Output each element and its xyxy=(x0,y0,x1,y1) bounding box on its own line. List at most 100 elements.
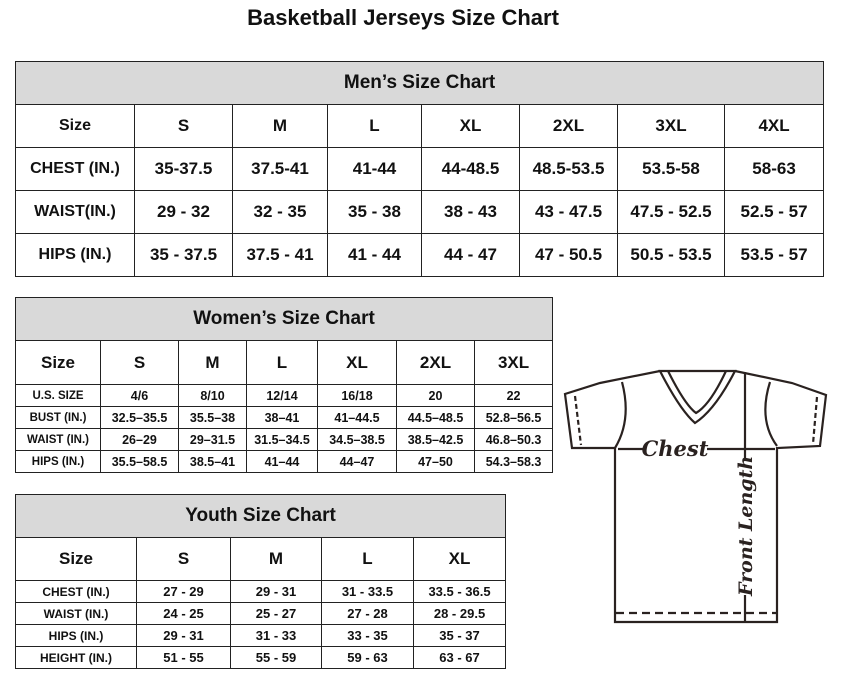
table-cell: 41–44 xyxy=(246,450,318,473)
table-cell: L xyxy=(246,340,318,385)
table-cell: 53.5 - 57 xyxy=(723,233,825,277)
table-cell: M xyxy=(178,340,247,385)
table-row: CHEST (IN.) 35-37.5 37.5-41 41-44 44-48.5 48.… xyxy=(15,147,825,191)
sleeve-hems xyxy=(573,395,819,446)
table-cell: 29 - 32 xyxy=(134,190,233,234)
table-cell: 44 - 47 xyxy=(421,233,520,277)
table-cell: 35 - 37 xyxy=(412,624,507,647)
table-cell: 20 xyxy=(396,384,475,407)
table-cell: 34.5–38.5 xyxy=(317,428,397,451)
table-cell: 38.5–42.5 xyxy=(396,428,475,451)
table-caption: Youth Size Chart xyxy=(14,494,507,538)
table-cell: 35.5–58.5 xyxy=(100,450,179,473)
row-label: HIPS (IN.) xyxy=(15,450,101,473)
row-label: CHEST (IN.) xyxy=(15,580,137,603)
table-cell: 29 - 31 xyxy=(136,624,231,647)
table-cell: 3XL xyxy=(473,340,554,385)
table-cell: 16/18 xyxy=(317,384,397,407)
table-cell: L xyxy=(327,104,422,148)
table-cell: M xyxy=(230,537,322,581)
table-cell: 35.5–38 xyxy=(178,406,247,429)
table-cell: 31 - 33.5 xyxy=(321,580,414,603)
sleeve-seams xyxy=(614,381,778,449)
table-caption: Men’s Size Chart xyxy=(14,61,825,105)
table-row: HIPS (IN.) 29 - 31 31 - 33 33 - 35 35 - 37 xyxy=(15,624,507,647)
table-cell: 35 - 38 xyxy=(327,190,422,234)
tshirt-diagram: Chest Front Length xyxy=(563,369,828,624)
table-cell: S xyxy=(100,340,179,385)
table-cell: 44–47 xyxy=(317,450,397,473)
table-cell: 37.5-41 xyxy=(232,147,328,191)
table-cell: 31.5–34.5 xyxy=(246,428,318,451)
table-caption: Women’s Size Chart xyxy=(14,297,554,341)
table-row: U.S. SIZE 4/6 8/10 12/14 16/18 20 22 xyxy=(15,384,554,407)
table-cell: XL xyxy=(412,537,507,581)
table-cell: 24 - 25 xyxy=(136,602,231,625)
table-cell: XL xyxy=(421,104,520,148)
table-cell: 41 - 44 xyxy=(327,233,422,277)
table-row: HEIGHT (IN.) 51 - 55 55 - 59 59 - 63 63 - 67 xyxy=(15,646,507,669)
table-cell: 52.5 - 57 xyxy=(723,190,825,234)
header-row: Size S M L XL xyxy=(15,537,507,581)
table-cell: 38 - 43 xyxy=(421,190,520,234)
row-label: Size xyxy=(15,340,101,385)
table-cell: 53.5-58 xyxy=(617,147,725,191)
table-cell: 27 - 28 xyxy=(321,602,414,625)
table-cell: 28 - 29.5 xyxy=(412,602,507,625)
collar xyxy=(658,369,737,425)
table-cell: 29 - 31 xyxy=(230,580,322,603)
row-label: Size xyxy=(15,104,135,148)
row-label: U.S. SIZE xyxy=(15,384,101,407)
table-cell: 2XL xyxy=(396,340,475,385)
table-row: WAIST(IN.) 29 - 32 32 - 35 35 - 38 38 - 43 43… xyxy=(15,190,825,234)
youth-size-table: Youth Size Chart Size S M L XL CHEST (IN.) 27 … xyxy=(14,494,507,669)
table-cell: 47.5 - 52.5 xyxy=(617,190,725,234)
table-cell: 48.5-53.5 xyxy=(519,147,618,191)
mens-size-table: Men’s Size Chart Size S M L XL 2XL 3XL 4XL CHEST… xyxy=(14,61,825,277)
table-cell: 59 - 63 xyxy=(321,646,414,669)
row-label: HIPS (IN.) xyxy=(15,233,135,277)
table-cell: 33 - 35 xyxy=(321,624,414,647)
table-cell: 47 - 50.5 xyxy=(519,233,618,277)
table-cell: 58-63 xyxy=(723,147,825,191)
table-cell: 31 - 33 xyxy=(230,624,322,647)
womens-size-table: Women’s Size Chart Size S M L XL 2XL 3XL U.S. S… xyxy=(14,297,554,473)
table-row: CHEST (IN.) 27 - 29 29 - 31 31 - 33.5 33.5 -… xyxy=(15,580,507,603)
shirt-outline xyxy=(563,369,828,624)
table-cell: 54.3–58.3 xyxy=(473,450,554,473)
row-label: WAIST (IN.) xyxy=(15,428,101,451)
table-cell: 38.5–41 xyxy=(178,450,247,473)
chest-label: Chest xyxy=(642,436,709,461)
table-cell: 50.5 - 53.5 xyxy=(617,233,725,277)
header-row: Size S M L XL 2XL 3XL 4XL xyxy=(15,104,825,148)
table-row: HIPS (IN.) 35.5–58.5 38.5–41 41–44 44–47 47–5… xyxy=(15,450,554,473)
table-cell: L xyxy=(321,537,414,581)
table-cell: 43 - 47.5 xyxy=(519,190,618,234)
row-label: CHEST (IN.) xyxy=(15,147,135,191)
table-cell: 25 - 27 xyxy=(230,602,322,625)
table-cell: 27 - 29 xyxy=(136,580,231,603)
row-label: HIPS (IN.) xyxy=(15,624,137,647)
table-cell: 55 - 59 xyxy=(230,646,322,669)
table-cell: 35-37.5 xyxy=(134,147,233,191)
row-label: BUST (IN.) xyxy=(15,406,101,429)
table-cell: 12/14 xyxy=(246,384,318,407)
table-row: BUST (IN.) 32.5–35.5 35.5–38 38–41 41–44.5 44… xyxy=(15,406,554,429)
table-cell: 35 - 37.5 xyxy=(134,233,233,277)
table-cell: 32 - 35 xyxy=(232,190,328,234)
table-cell: 8/10 xyxy=(178,384,247,407)
table-cell: S xyxy=(134,104,233,148)
table-cell: 52.8–56.5 xyxy=(473,406,554,429)
table-cell: 22 xyxy=(473,384,554,407)
table-cell: 4/6 xyxy=(100,384,179,407)
table-cell: XL xyxy=(317,340,397,385)
row-label: Size xyxy=(15,537,137,581)
table-cell: M xyxy=(232,104,328,148)
table-cell: 26–29 xyxy=(100,428,179,451)
table-cell: 46.8–50.3 xyxy=(473,428,554,451)
header-row: Size S M L XL 2XL 3XL xyxy=(15,340,554,385)
table-cell: 32.5–35.5 xyxy=(100,406,179,429)
table-cell: 33.5 - 36.5 xyxy=(412,580,507,603)
table-cell: 44.5–48.5 xyxy=(396,406,475,429)
table-cell: 63 - 67 xyxy=(412,646,507,669)
